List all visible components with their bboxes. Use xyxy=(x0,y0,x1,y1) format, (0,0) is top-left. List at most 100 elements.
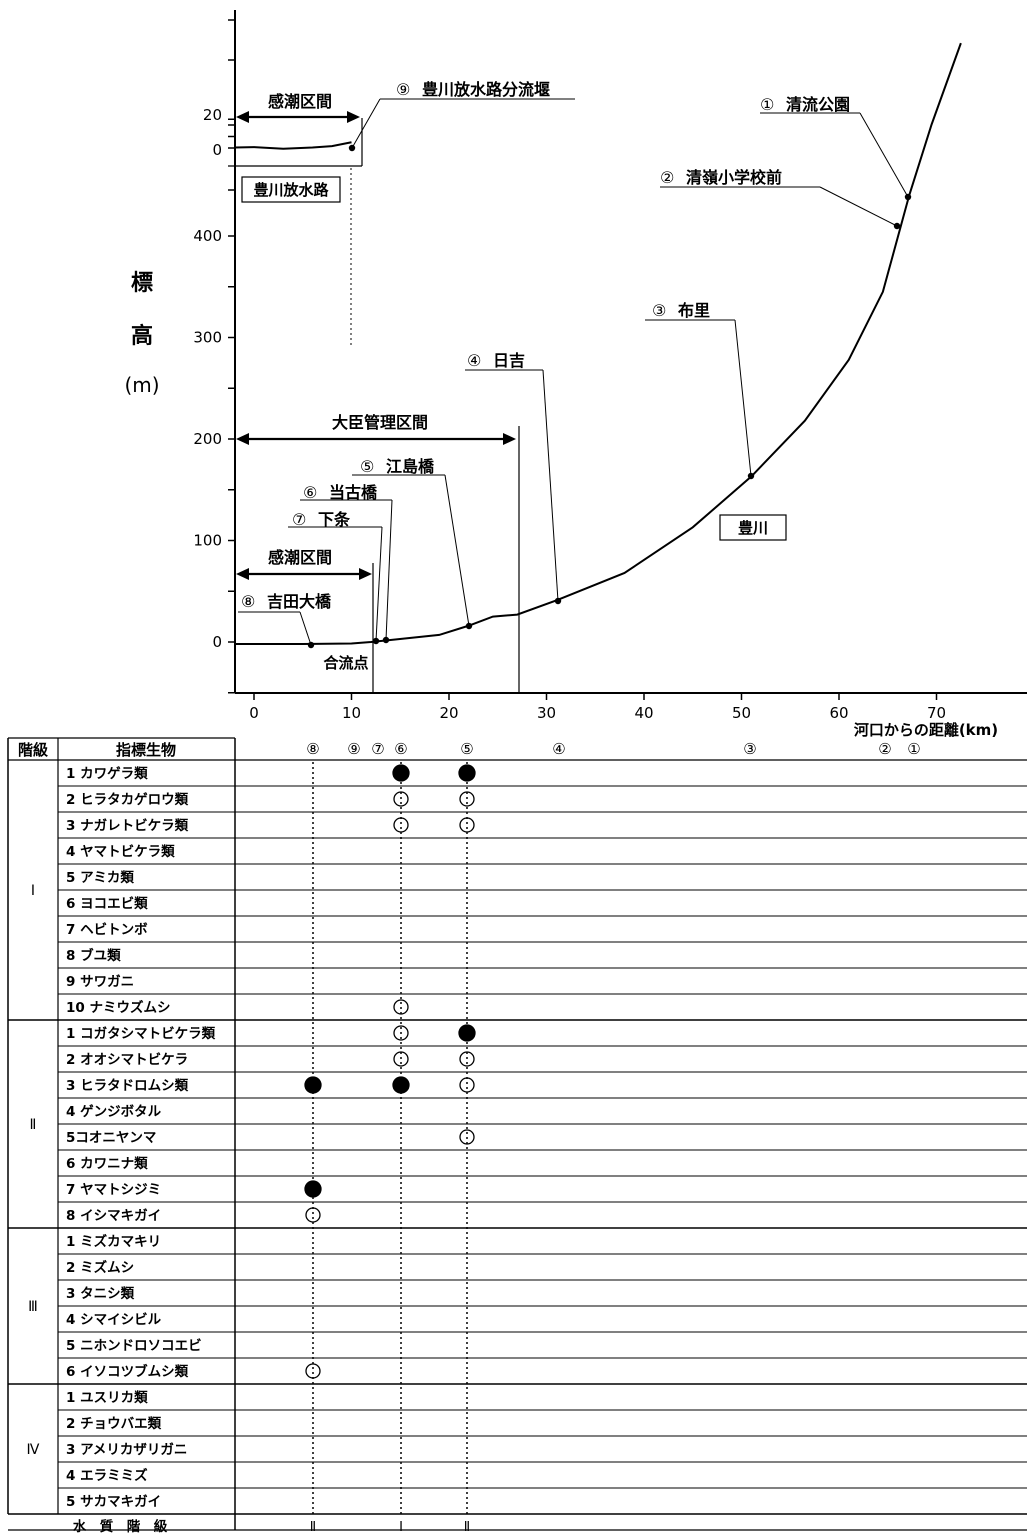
column-marker: ⑤ xyxy=(460,740,473,758)
species-label: 1 ユスリカ類 xyxy=(66,1390,148,1406)
water-quality-grade: Ⅱ xyxy=(310,1520,316,1533)
station-name: 下条 xyxy=(318,510,351,529)
y-axis-label-char: (m) xyxy=(124,373,159,397)
species-label: 3 タニシ類 xyxy=(66,1286,135,1302)
station-number: ③ xyxy=(652,301,666,320)
station-name: 江島橋 xyxy=(386,457,435,476)
x-tick-label: 70 xyxy=(927,704,946,722)
x-tick-label: 10 xyxy=(342,704,361,722)
species-label: 8 イシマキガイ xyxy=(66,1208,161,1224)
station-name: 豊川放水路分流堰 xyxy=(422,80,550,99)
y-tick-label: 0 xyxy=(212,633,222,651)
horoku-label: 豊川放水路 xyxy=(253,181,329,199)
station-number: ⑤ xyxy=(360,457,374,476)
column-marker: ⑥ xyxy=(394,740,407,758)
column-marker: ① xyxy=(907,740,920,758)
column-marker: ⑨ xyxy=(347,740,360,758)
marker-open-circle xyxy=(459,817,475,833)
species-label: 2 チョウバエ類 xyxy=(66,1416,162,1432)
x-tick-label: 60 xyxy=(829,704,848,722)
water-quality-grade: Ⅱ xyxy=(464,1520,470,1533)
species-label: 9 サワガニ xyxy=(66,974,134,990)
x-tick-label: 20 xyxy=(439,704,458,722)
species-label: 4 エラミミズ xyxy=(66,1467,148,1484)
species-label: 3 ヒラタドロムシ類 xyxy=(66,1078,189,1094)
y-axis-label-char: 高 xyxy=(131,323,153,349)
station-number: ① xyxy=(760,95,774,114)
station-name: 布里 xyxy=(678,301,710,320)
species-label: 7 ヤマトシジミ xyxy=(66,1182,161,1198)
x-tick-label: 30 xyxy=(537,704,556,722)
grade-label: Ⅳ xyxy=(27,1442,40,1458)
station-leader-line xyxy=(351,98,381,149)
species-label: 5 ニホンドロソコエビ xyxy=(66,1338,202,1354)
inset-tick-label: 0 xyxy=(212,141,222,159)
y-tick-label: 400 xyxy=(193,227,222,245)
y-tick-label: 200 xyxy=(193,430,222,448)
species-label: 4 ゲンジボタル xyxy=(66,1103,162,1120)
station-number: ⑦ xyxy=(292,510,306,529)
station-leader-line xyxy=(859,112,909,198)
species-label: 2 オオシマトビケラ xyxy=(66,1052,188,1068)
annotation-layer: ① 清流公園 ② 清嶺小学校前 ③ 布里 ④ 日吉 ⑤ 江島橋 ⑥ 当古橋 ⑦ 下条 ⑧ 吉田大橋 ⑨ 豊川放水路… xyxy=(236,80,909,693)
kancho-upper-label: 感潮区間 xyxy=(268,92,332,111)
column-marker: ② xyxy=(878,740,891,758)
grade-label: Ⅰ xyxy=(31,883,35,899)
header-species: 指標生物 xyxy=(116,741,176,759)
species-label: 4 ヤマトビケラ類 xyxy=(66,844,175,860)
column-marker: ④ xyxy=(552,740,565,758)
marker-open-circle xyxy=(305,1363,321,1379)
species-label: 3 アメリカザリガニ xyxy=(66,1442,187,1458)
daijin-arrow-head-left xyxy=(236,433,249,445)
species-label: 5 アミカ類 xyxy=(66,870,134,886)
species-label: 10 ナミウズムシ xyxy=(66,999,171,1016)
y-tick-label: 300 xyxy=(193,329,222,347)
station-number: ⑧ xyxy=(241,592,255,611)
station-name: 清流公園 xyxy=(786,95,850,114)
species-label: 5 サカマキガイ xyxy=(66,1494,161,1510)
column-marker: ⑧ xyxy=(306,740,319,758)
header-grade: 階級 xyxy=(18,741,48,759)
station-leader-line xyxy=(734,319,752,477)
x-axis-label: 河口からの距離(km) xyxy=(854,721,998,739)
species-label: 6 イソコツブムシ類 xyxy=(66,1363,189,1380)
kancho-lower-arrow-head-right xyxy=(359,568,372,580)
daijin-label: 大臣管理区間 xyxy=(332,413,428,432)
species-label: 6 カワニナ類 xyxy=(66,1156,148,1172)
y-axis-label-char: 標 xyxy=(131,271,153,296)
station-number: ⑥ xyxy=(303,483,317,502)
indicator-table: 階級 指標生物 ⑧ ⑨ ⑦ ⑥ ⑤ ④ ③ ② ① 1 カワゲラ類 2 ヒラタカゲロウ類 3 ナガレトビケ… xyxy=(7,737,1027,1533)
species-label: 1 カワゲラ類 xyxy=(66,765,148,782)
x-tick-label: 40 xyxy=(634,704,653,722)
kancho-lower-label: 感潮区間 xyxy=(268,548,332,567)
marker-filled-circle xyxy=(392,1076,410,1094)
y-tick-label: 100 xyxy=(193,532,222,550)
kancho-upper-arrow-head-left xyxy=(236,111,249,123)
station-name: 日吉 xyxy=(493,351,525,370)
kancho-upper-arrow-head-right xyxy=(347,111,360,123)
station-name: 吉田大橋 xyxy=(267,592,332,611)
species-label: 2 ミズムシ xyxy=(66,1259,134,1276)
station-name: 清嶺小学校前 xyxy=(686,168,782,187)
river-profile-line xyxy=(234,42,962,646)
species-label: 6 ヨコエビ類 xyxy=(66,896,148,912)
inset-tick-label: 20 xyxy=(203,106,222,124)
station-leader-line xyxy=(299,611,312,646)
species-label: 2 ヒラタカゲロウ類 xyxy=(66,791,189,808)
species-label: 8 ブユ類 xyxy=(66,947,121,964)
station-leader-line xyxy=(385,499,393,641)
kancho-lower-arrow-head-left xyxy=(236,568,249,580)
station-leader-line xyxy=(542,369,559,602)
marker-filled-circle xyxy=(304,1076,322,1094)
station-number: ④ xyxy=(467,351,481,370)
toyokawa-box xyxy=(719,514,787,541)
profile-layer xyxy=(234,42,962,649)
species-label: 1 ミズカマキリ xyxy=(66,1233,161,1250)
species-label: 3 ナガレトビケラ類 xyxy=(66,818,189,834)
column-marker: ③ xyxy=(743,740,756,758)
toyokawa-label: 豊川 xyxy=(738,519,768,537)
station-number: ② xyxy=(660,168,674,187)
inset-profile-line xyxy=(234,141,352,150)
station-leader-line xyxy=(375,526,383,642)
